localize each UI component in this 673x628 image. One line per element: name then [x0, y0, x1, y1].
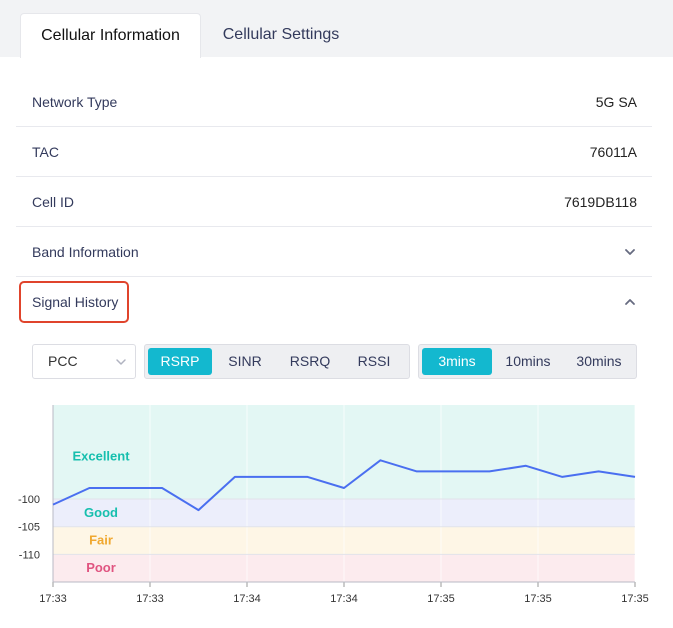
band-label-poor: Poor — [86, 560, 116, 575]
carrier-select-value: PCC — [48, 353, 78, 369]
range-segmented-control: 3mins 10mins 30mins — [418, 344, 637, 379]
tab-cellular-information[interactable]: Cellular Information — [20, 13, 201, 58]
x-tick-label: 17:34 — [330, 593, 358, 605]
x-tick-label: 17:35 — [427, 593, 455, 605]
chevron-down-icon — [625, 249, 635, 255]
x-tick-label: 17:35 — [621, 593, 649, 605]
chevron-down-icon — [116, 359, 126, 365]
row-value: 7619DB118 — [564, 194, 637, 210]
band-information-toggle[interactable]: Band Information — [16, 227, 652, 277]
info-row-tac: TAC 76011A — [16, 127, 652, 177]
y-tick-label: -100 — [18, 494, 40, 506]
row-label: TAC — [32, 144, 59, 160]
metric-option-rssi[interactable]: RSSI — [357, 353, 391, 369]
range-option-10mins[interactable]: 10mins — [505, 353, 551, 369]
x-tick-label: 17:35 — [524, 593, 552, 605]
x-tick-label: 17:33 — [136, 593, 164, 605]
band-information-label: Band Information — [32, 244, 139, 260]
y-tick-label: -105 — [18, 522, 40, 534]
signal-history-chart: 17:33 17:33 17:34 17:34 17:35 17:35 17:35 -100 -… — [18, 405, 649, 605]
info-row-cell-id: Cell ID 7619DB118 — [16, 177, 652, 227]
metric-option-rsrq[interactable]: RSRQ — [289, 353, 331, 369]
row-value: 76011A — [589, 144, 637, 160]
band-label-excellent: Excellent — [72, 448, 130, 463]
row-label: Cell ID — [32, 194, 75, 210]
carrier-select[interactable]: PCC — [32, 344, 136, 379]
chevron-up-icon — [625, 299, 635, 305]
signal-history-highlight-box — [19, 281, 129, 323]
signal-history-toggle[interactable]: Signal History — [16, 277, 652, 327]
x-tick-label: 17:34 — [233, 593, 261, 605]
signal-history-label: Signal History — [32, 294, 119, 310]
row-label: Network Type — [32, 94, 118, 110]
band-label-fair: Fair — [89, 533, 113, 548]
series-line — [52, 459, 636, 512]
range-option-30mins[interactable]: 30mins — [576, 353, 622, 369]
metric-segmented-control: RSRP SINR RSRQ RSSI — [144, 344, 410, 379]
info-row-network-type: Network Type 5G SA — [16, 77, 652, 127]
tab-bar: Cellular Information Cellular Settings — [0, 0, 673, 58]
row-value: 5G SA — [595, 94, 637, 110]
y-tick-label: -110 — [19, 549, 40, 561]
metric-option-sinr[interactable]: SINR — [228, 353, 262, 369]
tab-cellular-settings[interactable]: Cellular Settings — [222, 26, 340, 43]
band-label-good: Good — [84, 505, 118, 520]
range-option-3mins[interactable]: 3mins — [422, 348, 492, 375]
x-tick-label: 17:33 — [39, 593, 67, 605]
metric-option-rsrp[interactable]: RSRP — [148, 348, 212, 375]
